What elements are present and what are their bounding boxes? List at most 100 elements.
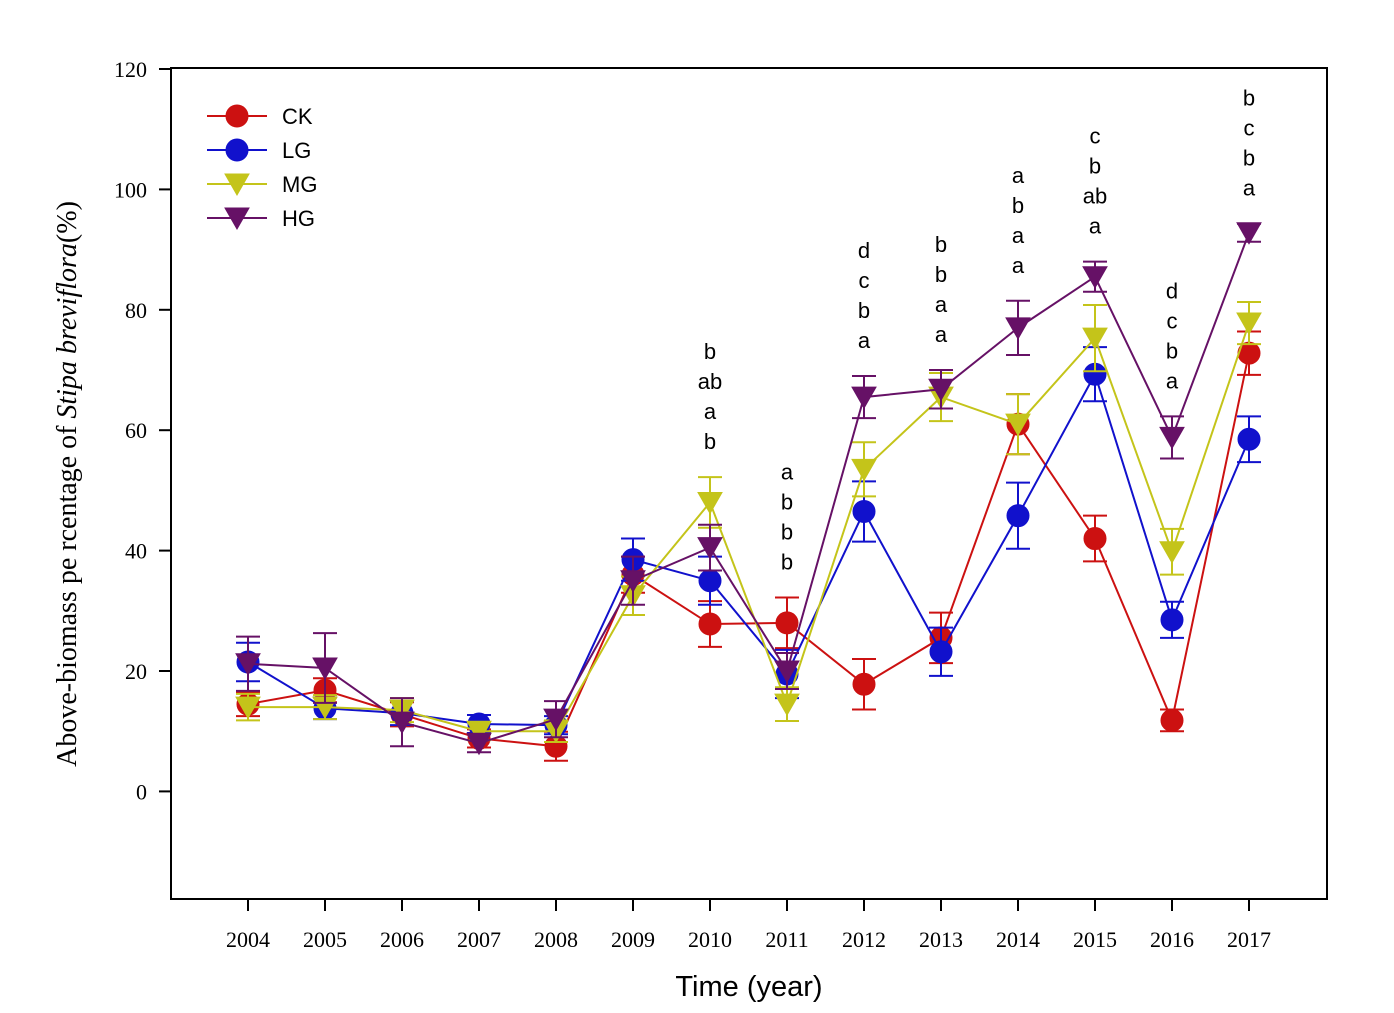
y-tick-label: 0 — [136, 779, 147, 804]
series-ck — [236, 330, 1261, 762]
y-axis-label-prefix: Above-biomass pe rcentage of — [52, 419, 83, 767]
data-point — [389, 711, 415, 735]
significance-letter: a — [858, 328, 871, 353]
significance-letter: b — [1166, 338, 1178, 363]
x-tick-label: 2004 — [226, 927, 270, 952]
data-point — [466, 720, 492, 744]
y-axis: 0 20 40 60 80 100 120 — [114, 57, 171, 804]
significance-letter: c — [859, 268, 870, 293]
series-lg — [236, 346, 1261, 737]
legend-label: MG — [282, 172, 317, 197]
legend-label: CK — [282, 104, 313, 129]
y-axis-label-suffix: (%) — [52, 201, 83, 243]
y-tick-label: 80 — [125, 298, 147, 323]
data-point — [1236, 312, 1262, 336]
significance-letter: b — [935, 262, 947, 287]
y-axis-label-species: Stipa breviflora — [52, 243, 83, 419]
significance-letter: c — [1167, 308, 1178, 333]
legend-entry-lg: LG — [207, 138, 311, 163]
plot-frame — [170, 67, 1328, 900]
data-point — [1005, 317, 1031, 340]
x-tick-label: 2008 — [534, 927, 578, 952]
significance-letter: d — [858, 238, 870, 263]
significance-letter: b — [781, 490, 793, 515]
series-line — [247, 371, 1250, 727]
data-point — [1005, 413, 1031, 437]
x-tick-label: 2015 — [1073, 927, 1117, 952]
x-tick-label: 2013 — [919, 927, 963, 952]
significance-letter: a — [935, 292, 948, 317]
data-point — [1160, 608, 1184, 632]
legend: CK LG MG HG — [207, 104, 317, 231]
significance-letter: b — [704, 429, 716, 454]
significance-letter: a — [1012, 163, 1025, 188]
data-point — [543, 708, 569, 732]
series-line — [247, 232, 1250, 745]
significance-letter: a — [935, 322, 948, 347]
data-point — [775, 611, 799, 635]
x-tick-label: 2009 — [611, 927, 655, 952]
significance-letter: a — [1166, 368, 1179, 393]
y-tick-label: 120 — [114, 57, 147, 82]
data-point — [697, 537, 723, 560]
data-point — [698, 612, 722, 636]
x-axis-label: Time (year) — [675, 971, 822, 1003]
x-tick-label: 2005 — [303, 927, 347, 952]
legend-marker — [225, 104, 249, 128]
significance-letter: b — [781, 520, 793, 545]
legend-marker — [224, 207, 250, 231]
significance-letter: b — [1243, 86, 1255, 111]
significance-letter: ab — [698, 369, 722, 394]
y-axis-label: Above-biomass pe rcentage of Stipa brevi… — [52, 201, 83, 767]
y-tick-label: 60 — [125, 418, 147, 443]
data-point — [1083, 527, 1107, 551]
significance-letter: b — [704, 339, 716, 364]
significance-letter: c — [1244, 116, 1255, 141]
data-point — [698, 569, 722, 593]
x-tick-label: 2006 — [380, 927, 424, 952]
x-tick-label: 2016 — [1150, 927, 1194, 952]
significance-letter: a — [1243, 176, 1256, 201]
y-tick-label: 20 — [125, 659, 147, 684]
data-point — [1160, 708, 1184, 732]
significance-letter: d — [1166, 278, 1178, 303]
data-point — [929, 640, 953, 664]
series-line — [248, 322, 1250, 733]
data-point — [851, 458, 877, 482]
data-point — [620, 570, 646, 593]
series-line — [247, 352, 1250, 748]
data-point — [697, 491, 723, 515]
significance-letter: b — [1243, 146, 1255, 171]
data-point — [774, 693, 800, 717]
data-point — [928, 378, 954, 402]
data-point — [1082, 327, 1108, 351]
significance-letter: b — [935, 232, 947, 257]
legend-marker — [225, 138, 249, 162]
data-point — [852, 499, 876, 523]
series-hg — [235, 222, 1262, 756]
series-mg — [235, 300, 1262, 744]
data-point — [1006, 504, 1030, 528]
x-tick-label: 2011 — [765, 927, 808, 952]
legend-entry-hg: HG — [207, 206, 315, 231]
x-tick-label: 2017 — [1227, 927, 1271, 952]
significance-letter: a — [781, 460, 794, 485]
data-point — [1237, 427, 1261, 451]
significance-letter: b — [1012, 193, 1024, 218]
x-axis: 2004 2005 2006 2007 2008 2009 2010 2011 2012 2013… — [226, 899, 1271, 952]
legend-label: HG — [282, 206, 315, 231]
significance-letter: a — [1012, 253, 1025, 278]
legend-marker — [224, 173, 250, 197]
data-point — [1159, 426, 1185, 450]
significance-letter: c — [1090, 124, 1101, 149]
series-layer — [235, 222, 1262, 762]
significance-letter: ab — [1083, 184, 1107, 209]
significance-letter: b — [781, 550, 793, 575]
x-tick-label: 2010 — [688, 927, 732, 952]
significance-letter: a — [1089, 214, 1102, 239]
significance-letter: b — [1089, 154, 1101, 179]
legend-entry-ck: CK — [207, 104, 313, 129]
significance-letter: b — [858, 298, 870, 323]
significance-letter: a — [1012, 223, 1025, 248]
